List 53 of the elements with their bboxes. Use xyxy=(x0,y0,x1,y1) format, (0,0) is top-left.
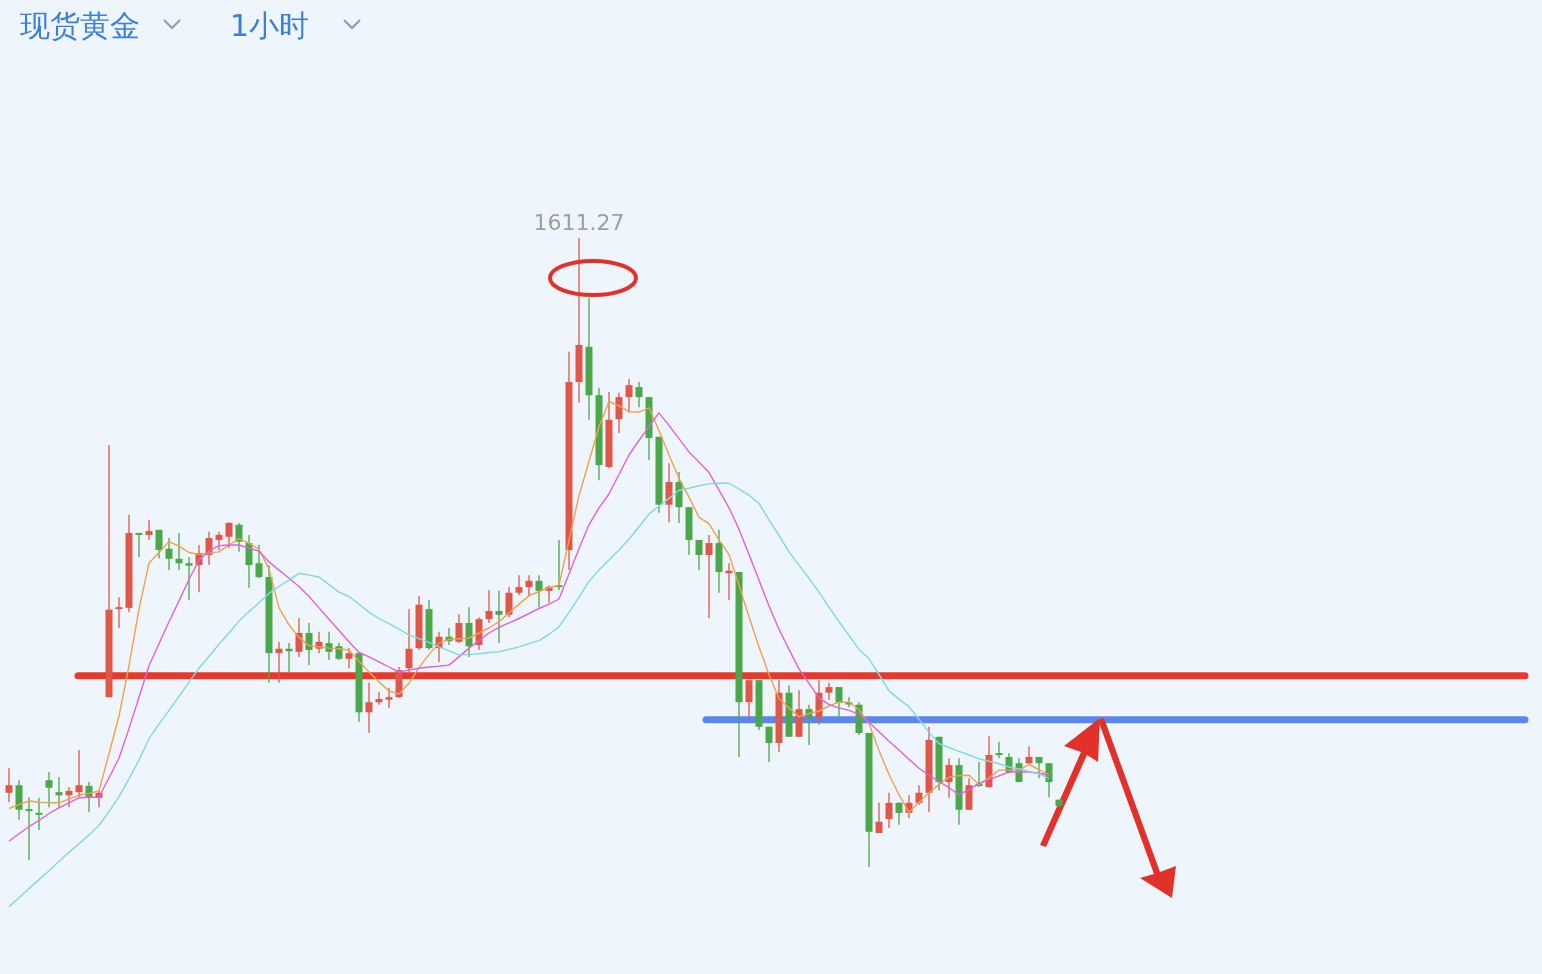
candlestick xyxy=(1025,745,1033,766)
candlestick xyxy=(495,590,503,644)
candlestick xyxy=(745,679,753,718)
candlestick xyxy=(505,586,513,618)
candlestick xyxy=(635,381,643,408)
candlestick xyxy=(885,792,893,829)
candlestick xyxy=(365,682,373,734)
candlestick xyxy=(295,617,303,658)
candlestick xyxy=(235,522,243,553)
candlestick xyxy=(165,537,173,571)
candlestick xyxy=(75,749,83,798)
chart-subtitle: 1小时 xyxy=(230,8,310,43)
candlestick xyxy=(995,741,1003,759)
candlestick xyxy=(455,613,463,644)
candlestick xyxy=(375,691,383,706)
candlestick xyxy=(945,757,953,799)
candlestick xyxy=(185,556,193,601)
candlestick xyxy=(485,589,493,624)
candlestick xyxy=(895,801,903,826)
candlestick xyxy=(535,574,543,608)
candlestick xyxy=(175,532,183,571)
candlestick xyxy=(625,378,633,414)
candlestick xyxy=(35,797,43,831)
candlestick xyxy=(25,796,33,861)
candlestick xyxy=(695,539,703,571)
chart-title: 现货黄金 xyxy=(20,8,140,43)
candlestick xyxy=(5,767,13,803)
candlestick xyxy=(255,544,263,579)
candlestick xyxy=(305,622,313,666)
candlestick xyxy=(45,771,53,808)
candlestick xyxy=(65,786,73,808)
candlestick xyxy=(405,608,413,673)
candlestick xyxy=(55,776,63,808)
candlestick xyxy=(115,596,123,629)
candlestick xyxy=(215,531,223,551)
candlestick xyxy=(225,521,233,549)
annotation: 1611.27 xyxy=(533,210,625,235)
candlestick xyxy=(665,462,673,523)
candlestick xyxy=(275,641,283,684)
candlestick xyxy=(135,532,143,558)
candlestick xyxy=(155,529,163,559)
candlestick xyxy=(765,726,773,763)
candlestick xyxy=(1045,762,1053,798)
candlestick xyxy=(345,647,353,669)
candlestick xyxy=(525,574,533,597)
candlestick xyxy=(515,574,523,596)
candlestick xyxy=(615,392,623,434)
candlestick xyxy=(385,687,393,709)
candlestick xyxy=(835,686,843,718)
candlestick xyxy=(875,802,883,834)
candlestick xyxy=(825,682,833,701)
candlestick xyxy=(145,519,153,541)
candlestick xyxy=(705,534,713,619)
